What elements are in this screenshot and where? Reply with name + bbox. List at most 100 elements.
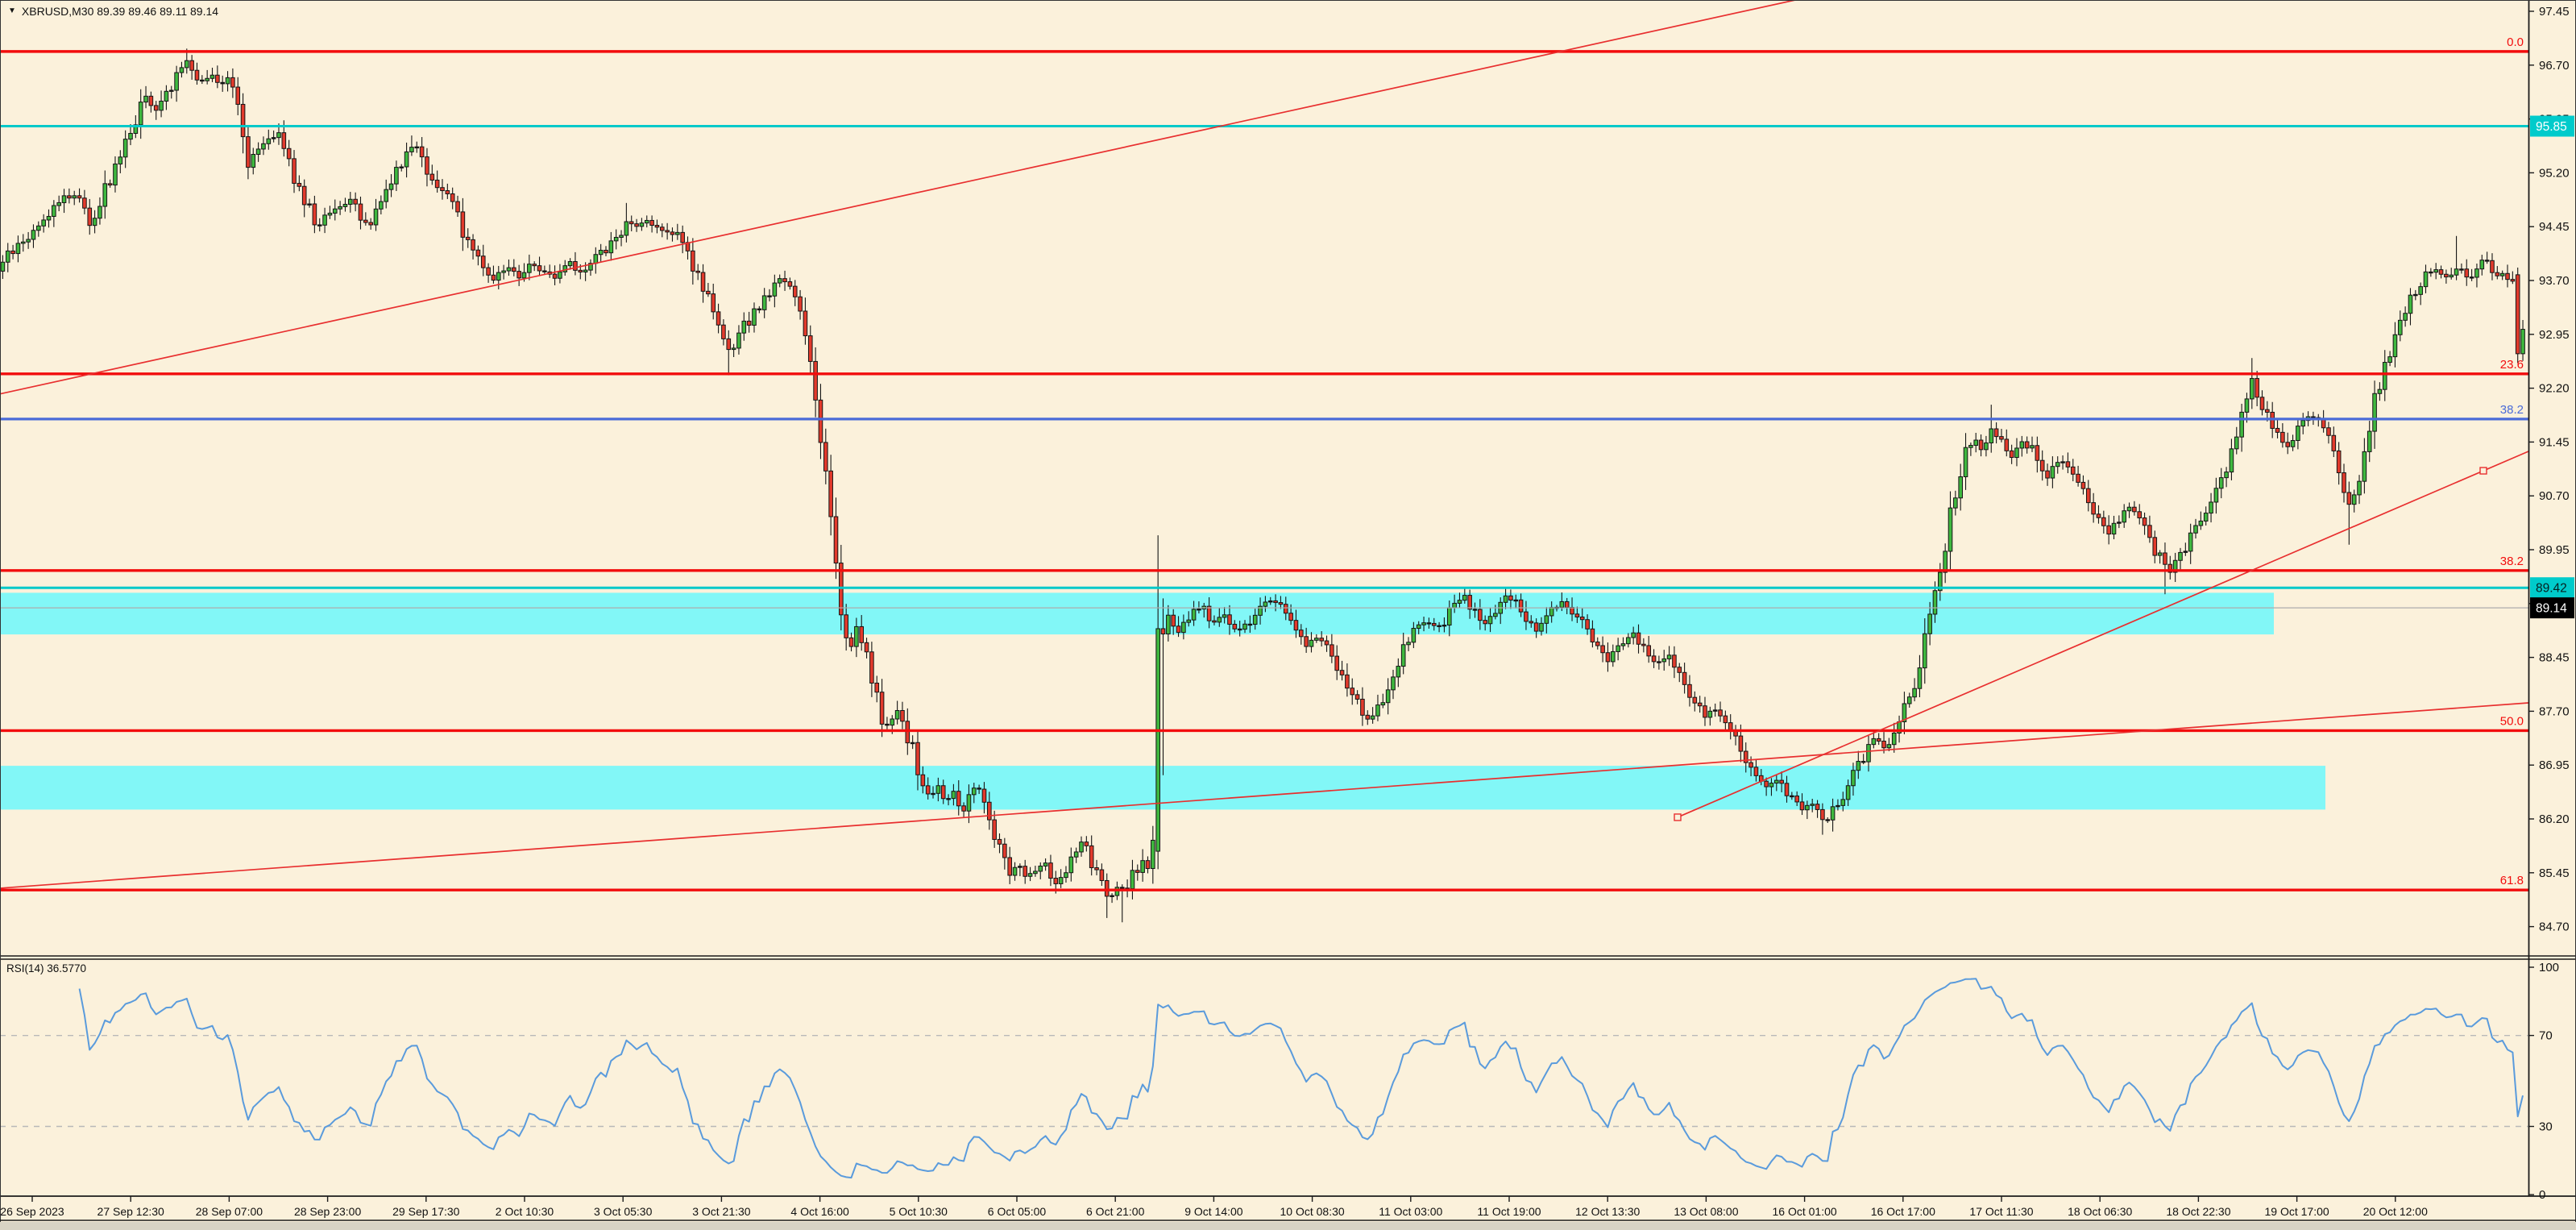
candle-bear xyxy=(2464,268,2470,278)
price-tick-label: 90.70 xyxy=(2539,489,2570,503)
candle-bear xyxy=(1350,688,1355,696)
candle-bull xyxy=(184,60,189,69)
time-tick-label: 20 Oct 12:00 xyxy=(2363,1205,2428,1218)
price-axis[interactable]: 97.4596.7095.9595.2094.4593.7092.9592.20… xyxy=(2528,5,2574,1202)
candle-bull xyxy=(205,77,209,81)
time-tick-label: 26 Sep 2023 xyxy=(0,1205,64,1218)
candle-bull xyxy=(2157,552,2163,556)
candle-bull xyxy=(1805,804,1810,811)
candle-bear xyxy=(1692,696,1698,704)
candle-bear xyxy=(148,95,154,106)
candle-bull xyxy=(92,218,97,226)
candle-bull xyxy=(1989,428,1994,443)
candle-bull xyxy=(1012,866,1018,876)
trendline-rising-steep-anchor-2[interactable] xyxy=(2479,467,2487,475)
time-axis[interactable]: 26 Sep 2023 27 Sep 12:30 28 Sep 07:00 28 Se… xyxy=(0,1196,2428,1218)
symbol-title: ▼ XBRUSD,M30 89.39 89.46 89.11 89.14 xyxy=(8,5,218,18)
candle-bear xyxy=(1089,845,1094,869)
candle-bear xyxy=(2331,434,2337,451)
candle-bull xyxy=(31,230,36,240)
cyan-zone-rectangle-1[interactable] xyxy=(0,592,2274,635)
candle-bear xyxy=(1508,595,1513,601)
candle-doji xyxy=(1110,895,1114,897)
candle-bear xyxy=(848,637,854,647)
candle-doji xyxy=(1119,887,1125,889)
fib-label-0.0: 0.0 xyxy=(2507,35,2524,49)
candle-bear xyxy=(445,190,450,194)
candle-bull xyxy=(1902,703,1907,723)
candle-bear xyxy=(1574,613,1580,617)
candle-bull xyxy=(1666,654,1672,659)
candle-bull xyxy=(2198,520,2204,526)
candle-bear xyxy=(900,710,905,722)
candle-bear xyxy=(1605,652,1611,663)
candle-bull xyxy=(179,67,185,73)
candle-doji xyxy=(2060,461,2065,463)
trendline-rising-steep-anchor-1[interactable] xyxy=(1674,813,1682,821)
candle-bear xyxy=(1360,698,1365,716)
candle-bear xyxy=(455,201,460,213)
rsi-panel xyxy=(0,978,2528,1179)
candle-bear xyxy=(87,207,93,226)
candle-bear xyxy=(1799,801,1805,811)
candle-bull xyxy=(1932,590,1938,615)
candle-bull xyxy=(1774,779,1779,784)
candle-bull xyxy=(1043,862,1048,866)
candle-bull xyxy=(598,249,604,256)
time-tick-label: 18 Oct 06:30 xyxy=(2068,1205,2132,1218)
candle-bull xyxy=(2449,274,2454,278)
candle-bull xyxy=(1938,571,1943,592)
candle-bear xyxy=(480,256,486,268)
candle-bear xyxy=(2009,450,2014,459)
candle-doji xyxy=(317,224,322,226)
candle-bull xyxy=(1400,644,1406,667)
candle-bull xyxy=(2055,462,2060,467)
candle-bull xyxy=(266,138,272,144)
time-tick-label: 29 Sep 17:30 xyxy=(392,1205,460,1218)
candle-bull xyxy=(1370,715,1375,720)
candle-bull xyxy=(521,272,527,279)
rsi-tick-label: 70 xyxy=(2539,1029,2553,1043)
trendline-rising-long[interactable] xyxy=(0,0,1796,395)
candle-bull xyxy=(2377,389,2383,394)
candle-bear xyxy=(1339,670,1345,675)
candle-bear xyxy=(1718,709,1723,717)
candle-bull xyxy=(113,163,118,186)
candle-bear xyxy=(532,264,537,267)
rsi-line[interactable] xyxy=(78,978,2524,1179)
candle-bear xyxy=(874,682,880,693)
candle-bear xyxy=(1978,439,1984,451)
candle-bull xyxy=(143,95,148,103)
candle-bull xyxy=(731,347,736,351)
candle-bull xyxy=(2290,440,2296,447)
candle-bull xyxy=(2351,494,2357,505)
candle-bull xyxy=(122,139,128,158)
candle-bull xyxy=(2019,441,2025,449)
candle-bull xyxy=(342,203,348,207)
candle-bear xyxy=(2346,492,2352,505)
candle-bear xyxy=(1483,620,1487,625)
price-tick-label: 93.70 xyxy=(2539,274,2570,288)
candle-bear xyxy=(1651,655,1657,663)
candle-bull xyxy=(1217,617,1222,623)
candle-bull xyxy=(2418,286,2423,295)
candle-bear xyxy=(286,148,292,160)
candle-bull xyxy=(1626,637,1631,645)
time-tick-label: 28 Sep 07:00 xyxy=(196,1205,263,1218)
candle-bull xyxy=(2218,477,2224,489)
candle-bear xyxy=(2065,461,2071,467)
candle-bear xyxy=(2024,441,2030,449)
chart-menu-dropdown-icon[interactable]: ▼ xyxy=(8,6,16,15)
candle-bear xyxy=(471,239,475,251)
trendline-rising-steep[interactable] xyxy=(1677,451,2528,818)
candle-bull xyxy=(2520,329,2525,355)
candle-bear xyxy=(1697,702,1703,707)
candle-bull xyxy=(20,241,26,244)
price-tick-label: 87.70 xyxy=(2539,704,2570,718)
candle-bull xyxy=(0,261,6,272)
candle-bull xyxy=(772,282,778,297)
candle-bear xyxy=(1646,645,1652,657)
trendline-rising-shallow[interactable] xyxy=(0,702,2528,889)
candle-bull xyxy=(133,124,139,134)
